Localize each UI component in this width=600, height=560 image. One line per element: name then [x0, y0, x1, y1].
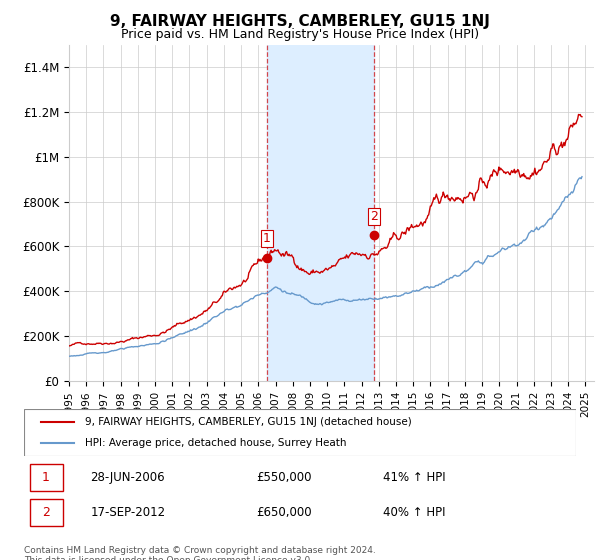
Text: 1: 1 [42, 471, 50, 484]
Text: 9, FAIRWAY HEIGHTS, CAMBERLEY, GU15 1NJ: 9, FAIRWAY HEIGHTS, CAMBERLEY, GU15 1NJ [110, 14, 490, 29]
Text: Price paid vs. HM Land Registry's House Price Index (HPI): Price paid vs. HM Land Registry's House … [121, 28, 479, 41]
Text: 2: 2 [370, 210, 378, 223]
Text: 2: 2 [42, 506, 50, 519]
Text: £550,000: £550,000 [256, 471, 311, 484]
Text: 41% ↑ HPI: 41% ↑ HPI [383, 471, 445, 484]
Text: Contains HM Land Registry data © Crown copyright and database right 2024.
This d: Contains HM Land Registry data © Crown c… [24, 546, 376, 560]
Text: 28-JUN-2006: 28-JUN-2006 [90, 471, 165, 484]
FancyBboxPatch shape [29, 464, 62, 491]
Text: HPI: Average price, detached house, Surrey Heath: HPI: Average price, detached house, Surr… [85, 438, 346, 448]
Text: 17-SEP-2012: 17-SEP-2012 [90, 506, 166, 519]
FancyBboxPatch shape [24, 409, 576, 456]
Text: £650,000: £650,000 [256, 506, 311, 519]
Bar [267, 45, 374, 381]
Text: 40% ↑ HPI: 40% ↑ HPI [383, 506, 445, 519]
Text: 9, FAIRWAY HEIGHTS, CAMBERLEY, GU15 1NJ (detached house): 9, FAIRWAY HEIGHTS, CAMBERLEY, GU15 1NJ … [85, 417, 412, 427]
Text: 1: 1 [263, 232, 271, 245]
FancyBboxPatch shape [29, 499, 62, 526]
